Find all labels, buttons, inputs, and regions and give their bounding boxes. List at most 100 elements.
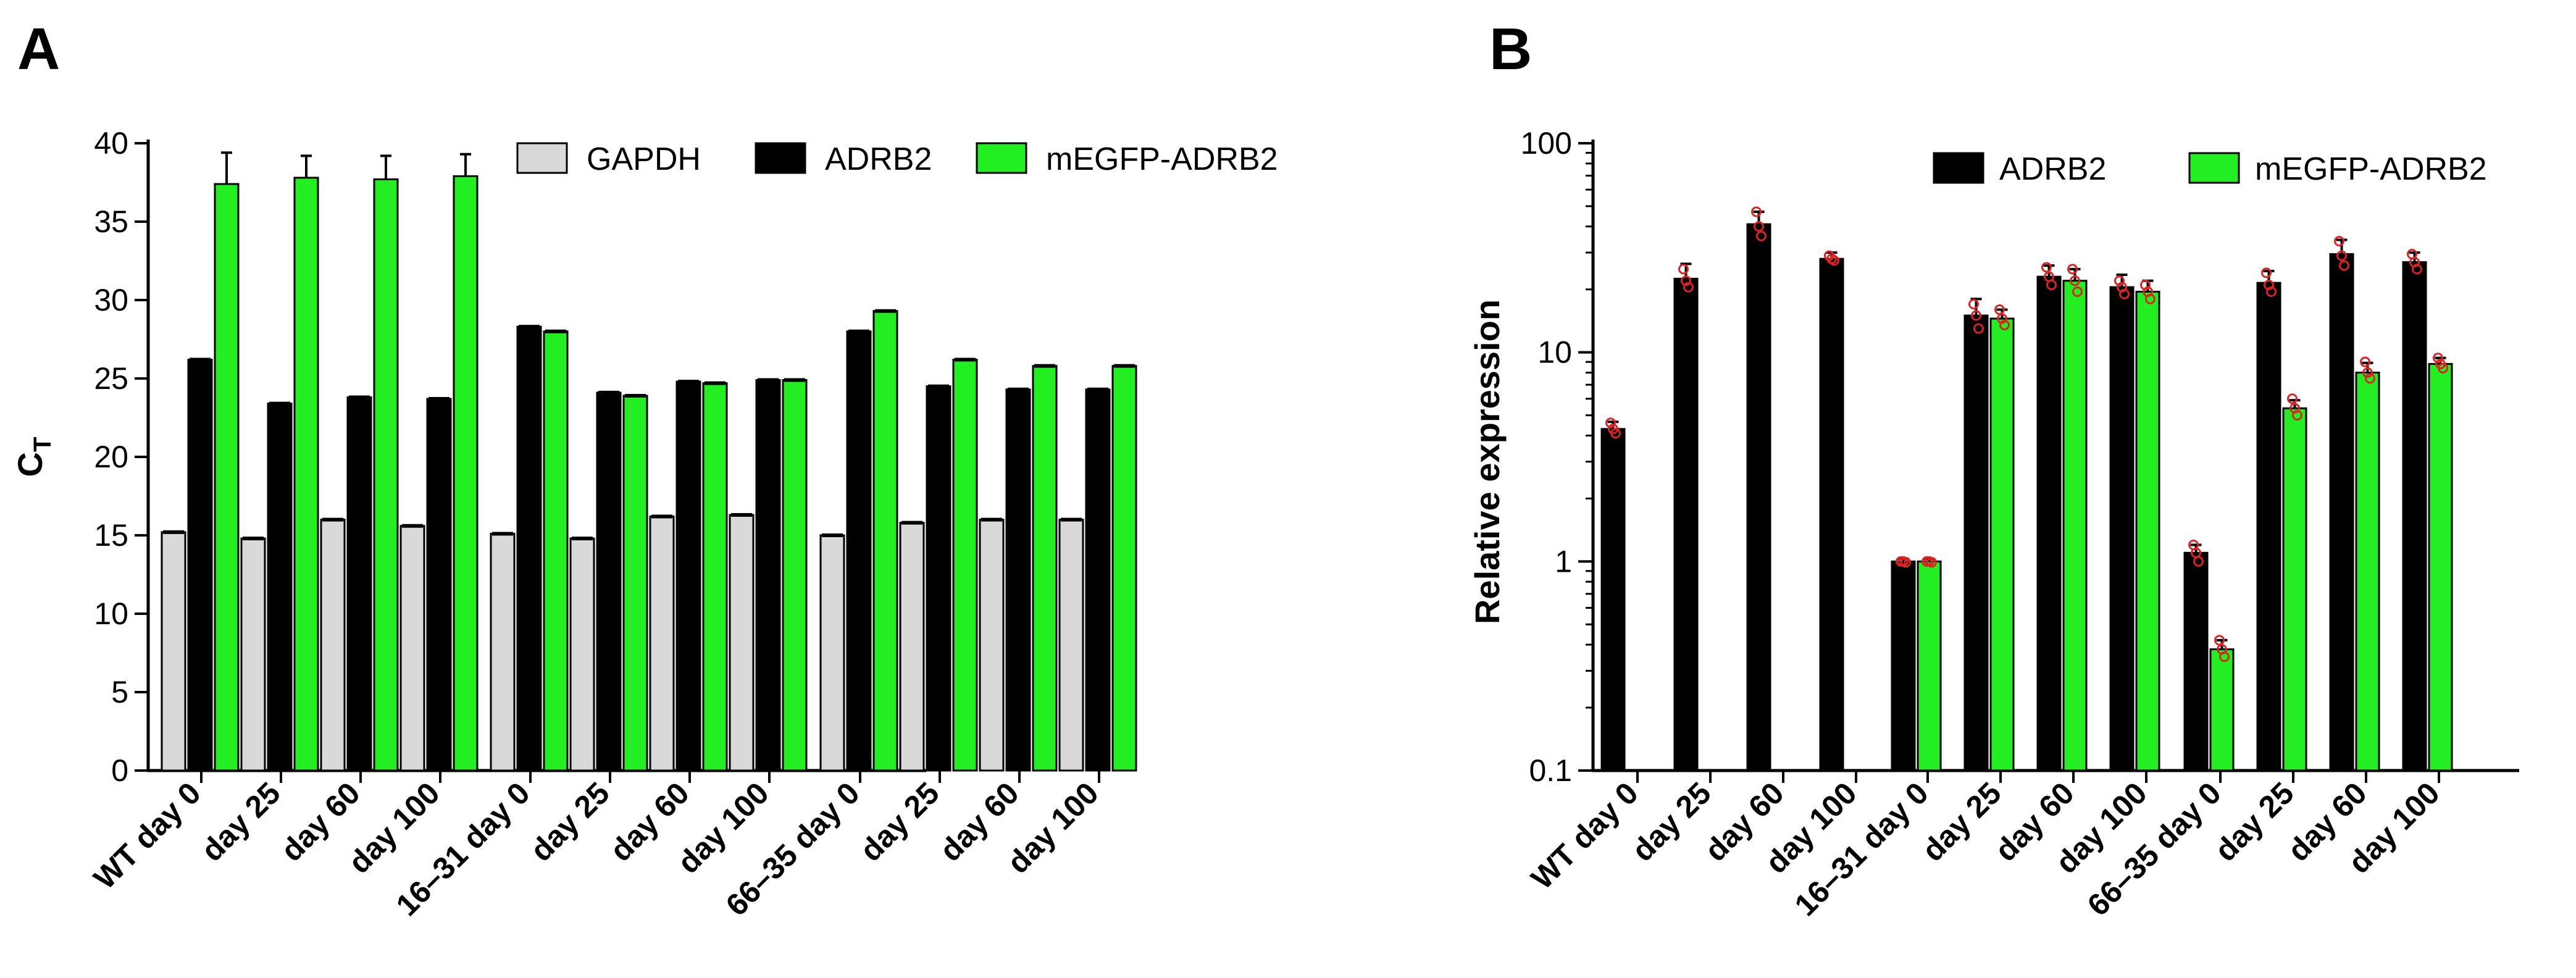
x-tick-label: WT day 0 — [1524, 775, 1645, 896]
adrb2-bar — [1005, 388, 1031, 772]
adrb2-data-point — [2266, 286, 2277, 297]
adrb2-data-point — [2041, 262, 2052, 273]
legend-swatch-gapdh — [516, 142, 568, 174]
y-tick-label: 15 — [94, 518, 128, 553]
megfp-adrb2-bar — [782, 379, 808, 772]
adrb2-bar — [926, 385, 951, 772]
megfp-adrb2-data-point — [2072, 286, 2083, 297]
adrb2-data-point — [2119, 288, 2130, 299]
megfp-adrb2-data-point — [2070, 275, 2080, 286]
megfp-adrb2-data-point — [1926, 557, 1937, 568]
adrb2-data-point — [1829, 255, 1839, 266]
adrb2-bar — [1746, 223, 1771, 772]
megfp-adrb2-bar — [872, 310, 898, 772]
megfp-adrb2-bar — [1989, 317, 2015, 772]
adrb2-bar — [426, 398, 452, 772]
adrb2-bar — [1085, 388, 1111, 772]
megfp-adrb2-data-point — [2360, 356, 2370, 367]
megfp-adrb2-bar — [1032, 365, 1058, 772]
megfp-adrb2-data-point — [2145, 293, 2156, 304]
legend-label-megfp-adrb2: mEGFP-ADRB2 — [2255, 151, 2487, 187]
megfp-adrb2-bar — [2282, 407, 2307, 772]
megfp-adrb2-data-point — [2219, 651, 2230, 662]
gapdh-bar — [1058, 519, 1084, 772]
adrb2-data-point — [1756, 230, 1767, 241]
adrb2-bar — [846, 330, 872, 772]
megfp-adrb2-bar — [702, 382, 728, 772]
adrb2-data-point — [2339, 260, 2349, 271]
adrb2-data-point — [2193, 556, 2204, 567]
adrb2-data-point — [1610, 428, 1621, 439]
megfp-adrb2-data-point — [2433, 353, 2443, 364]
adrb2-bar — [516, 325, 542, 772]
legend-swatch-adrb2 — [755, 142, 806, 174]
adrb2-bar — [346, 396, 372, 772]
megfp-adrb2-bar — [1917, 560, 1942, 772]
gapdh-bar — [819, 534, 845, 772]
y-tick-label: 35 — [94, 204, 128, 239]
legend-swatch-megfp-adrb2 — [2188, 152, 2240, 184]
adrb2-data-point — [1968, 299, 1979, 310]
y-tick-label: 0.1 — [1529, 753, 1572, 788]
megfp-adrb2-data-point — [2067, 264, 2078, 275]
gapdh-bar — [979, 519, 1005, 772]
y-tick-label: 30 — [94, 283, 128, 317]
y-tick-label: 0 — [111, 753, 128, 788]
x-tick-label: day 25 — [1625, 775, 1718, 868]
adrb2-data-point — [1901, 557, 1911, 568]
adrb2-bar — [755, 379, 781, 772]
adrb2-bar — [2402, 261, 2427, 772]
adrb2-data-point — [2336, 250, 2347, 261]
adrb2-bar — [1673, 277, 1699, 772]
megfp-adrb2-data-point — [1999, 320, 2010, 331]
y-tick-label: 5 — [111, 675, 128, 709]
adrb2-data-point — [1683, 282, 1694, 293]
megfp-adrb2-data-point — [2365, 373, 2375, 384]
adrb2-data-point — [2046, 280, 2057, 291]
adrb2-data-point — [1681, 275, 1691, 286]
megfp-adrb2-data-point — [2438, 362, 2448, 374]
x-tick-label: day 25 — [2208, 775, 2301, 868]
adrb2-bar — [2036, 275, 2062, 772]
gapdh-bar — [649, 516, 675, 772]
gapdh-bar — [729, 514, 755, 772]
adrb2-data-point — [1754, 221, 1764, 232]
megfp-adrb2-data-point — [2292, 410, 2302, 421]
gapdh-bar — [490, 532, 516, 772]
gapdh-bar — [320, 519, 346, 772]
adrb2-data-point — [2114, 275, 2125, 286]
megfp-adrb2-data-point — [2362, 367, 2373, 378]
adrb2-bar — [2329, 253, 2354, 772]
adrb2-data-point — [1605, 417, 1616, 428]
legend-swatch-megfp-adrb2 — [976, 142, 1027, 174]
y-axis-title: CT — [10, 437, 56, 477]
gapdh-bar — [240, 537, 266, 772]
legend-label-gapdh: GAPDH — [587, 141, 701, 177]
megfp-adrb2-bar — [543, 330, 569, 772]
adrb2-data-point — [1973, 323, 1984, 334]
adrb2-bar — [1891, 560, 1916, 772]
adrb2-bar — [1963, 314, 1989, 772]
legend-label-adrb2: ADRB2 — [1999, 151, 2106, 187]
x-tick-label: day 25 — [524, 775, 616, 868]
legend-label-adrb2: ADRB2 — [825, 141, 932, 177]
adrb2-data-point — [1971, 310, 1981, 321]
megfp-adrb2-bar — [373, 178, 399, 772]
y-axis-title-subscript: T — [29, 437, 56, 452]
gapdh-bar — [569, 537, 595, 772]
x-tick-label: WT day 0 — [87, 775, 207, 896]
adrb2-bar — [187, 359, 213, 772]
adrb2-bar — [596, 391, 622, 772]
adrb2-bar — [1819, 257, 1844, 772]
y-axis-title: Relative expression — [1468, 299, 1507, 624]
y-tick-label: 1 — [1555, 544, 1572, 579]
y-axis-title-main: C — [10, 452, 49, 477]
megfp-adrb2-bar — [622, 395, 648, 772]
y-tick-label: 40 — [94, 126, 128, 161]
megfp-adrb2-bar — [2209, 648, 2235, 772]
y-tick-label: 10 — [1537, 335, 1572, 370]
megfp-adrb2-data-point — [2287, 393, 2298, 404]
